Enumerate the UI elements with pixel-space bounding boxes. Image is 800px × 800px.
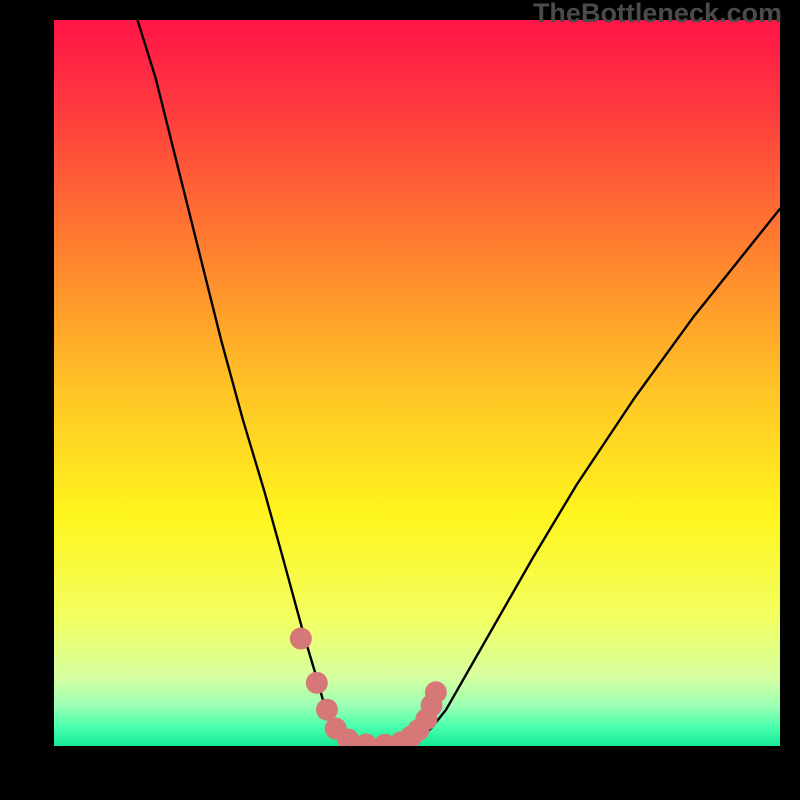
watermark-text: TheBottleneck.com: [533, 0, 782, 29]
chart-svg: [0, 0, 800, 800]
chart-stage: TheBottleneck.com: [0, 0, 800, 800]
